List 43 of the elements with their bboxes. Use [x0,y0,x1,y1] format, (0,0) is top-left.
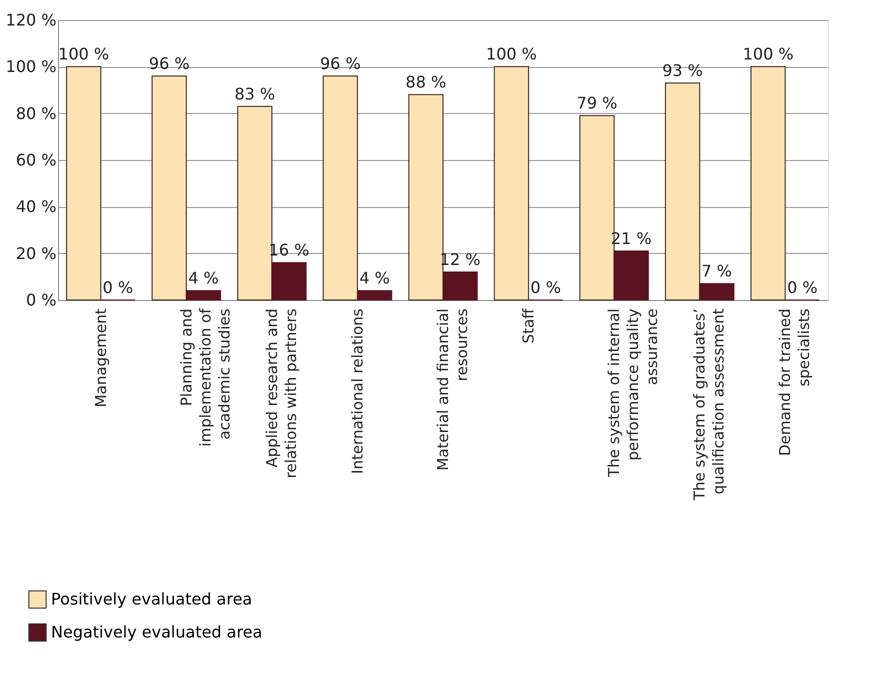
data-label: 100 % [486,44,537,64]
bar [356,290,392,300]
x-tick-label: International relations [348,308,366,474]
y-tick-label: 120 % [6,10,56,30]
bar [664,82,700,300]
data-label: 4 % [188,268,219,288]
bar [322,76,358,300]
y-tick-label: 40 % [16,197,56,216]
y-tick-label: 100 % [6,57,56,76]
bar [494,66,530,300]
legend-label: Negatively evaluated area [51,622,262,642]
bar [66,66,102,300]
data-label: 100 % [58,44,110,64]
y-tick-label: 20 % [16,244,56,263]
x-tick-label: Material and financial resources [434,308,471,471]
data-label: 0 % [102,278,134,297]
y-tick-label: 0 % [26,290,56,310]
data-label: 4 % [359,268,390,288]
bar [186,290,222,300]
y-tick-label: 60 % [16,150,56,170]
legend-label: Positively evaluated area [51,590,252,608]
data-label: 96 % [320,54,361,73]
data-label: 93 % [662,61,703,80]
data-label: 100 % [742,44,794,64]
y-tick-label: 80 % [16,104,56,123]
bar [442,272,478,300]
data-label: 88 % [406,72,446,92]
bar [152,76,187,300]
bar [271,262,307,300]
data-label: 7 % [702,262,732,281]
x-tick-label: Planning and implementation of academic studies [177,308,234,447]
bar [408,94,444,300]
data-label: 83 % [234,84,276,104]
x-tick-label: The system of internal performance quality assurance [605,308,662,478]
data-label: 0 % [787,278,818,297]
data-label: 79 % [576,94,618,113]
x-tick-label: Staff [520,308,538,344]
bar [614,250,649,300]
data-label: 0 % [530,278,561,297]
data-label: 96 % [148,54,190,73]
bar [699,283,734,300]
bar [750,66,786,300]
x-tick-label: Management [92,308,110,408]
